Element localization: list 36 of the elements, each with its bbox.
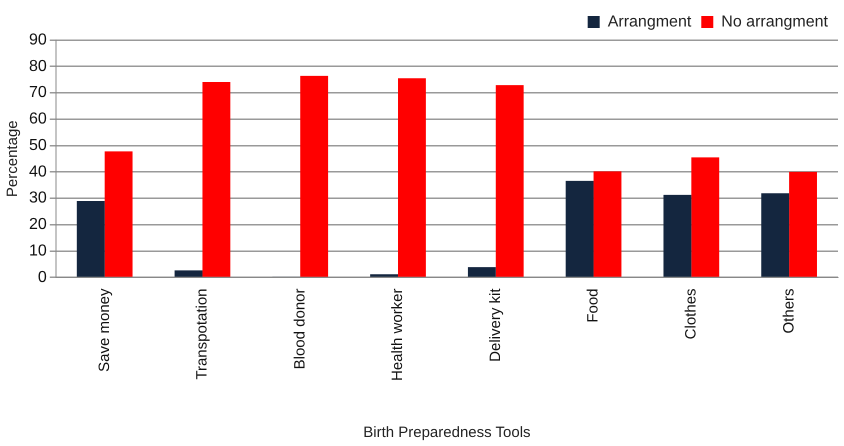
y-tick-label: 70	[29, 84, 47, 102]
bar	[76, 200, 105, 277]
y-axis-title: Percentage	[4, 120, 22, 198]
bar	[789, 172, 817, 277]
y-tick-label: 20	[29, 216, 47, 234]
bar	[202, 82, 230, 277]
x-tick-label: Save money	[96, 288, 113, 372]
y-tick-label: 90	[29, 31, 47, 48]
bar	[594, 171, 622, 277]
bar	[691, 157, 720, 277]
bar	[174, 270, 202, 277]
legend-label: Arrangment	[608, 13, 692, 30]
x-tick-label: Transpotation	[194, 288, 211, 380]
bar	[468, 267, 496, 277]
y-tick-label: 80	[29, 58, 47, 75]
y-tick-label: 0	[38, 268, 47, 286]
bar	[566, 180, 594, 277]
legend-label: No arrangment	[721, 13, 829, 30]
y-tick-label: 60	[29, 110, 47, 128]
x-tick-label: Blood donor	[291, 288, 308, 370]
x-axis-title: Birth Preparedness Tools	[363, 424, 531, 442]
y-tick-label: 30	[29, 190, 47, 207]
bar	[496, 85, 524, 277]
x-tick-label: Food	[584, 288, 602, 323]
bar	[663, 194, 692, 277]
bar	[398, 78, 426, 277]
bar	[300, 76, 328, 277]
x-tick-label: Delivery kit	[486, 288, 504, 362]
bar	[104, 151, 133, 277]
x-tick-label: Others	[780, 288, 798, 334]
bar	[761, 193, 790, 277]
y-tick-label: 50	[29, 136, 47, 154]
x-tick-label: Clothes	[682, 288, 700, 340]
x-tick-label: Health worker	[389, 288, 406, 382]
y-tick-label: 10	[29, 242, 47, 260]
y-tick-label: 40	[29, 163, 47, 180]
